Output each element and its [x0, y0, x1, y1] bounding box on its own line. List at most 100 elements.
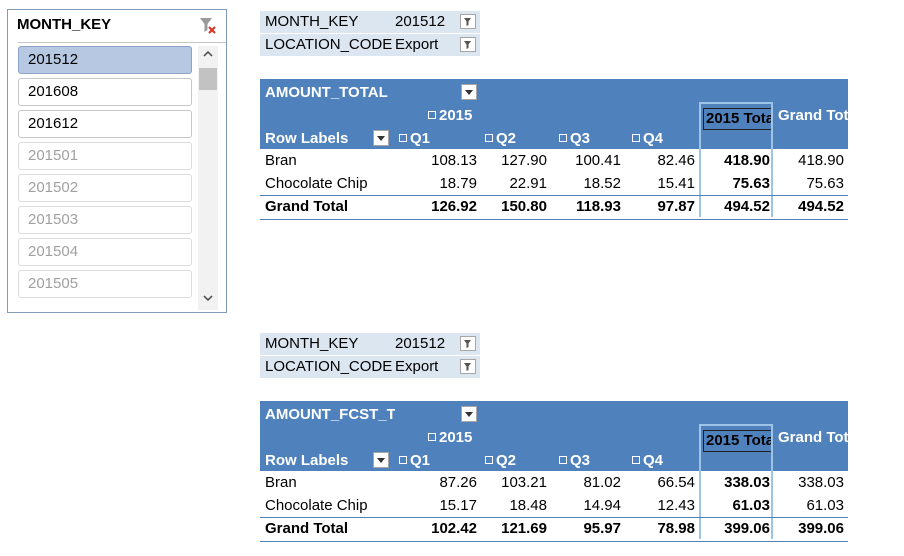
- filter-label: LOCATION_CODE: [265, 36, 393, 53]
- subtotal-header: 2015 Total: [703, 430, 771, 452]
- value-field-label: AMOUNT_TOTAL: [265, 84, 388, 101]
- cell-value: 78.98: [657, 520, 695, 537]
- cell-value: 81.02: [583, 474, 621, 491]
- expand-icon[interactable]: [559, 134, 567, 143]
- slicer-item[interactable]: 201503: [18, 206, 192, 234]
- cell-value: 100.41: [575, 152, 621, 169]
- slicer-item[interactable]: 201612: [18, 110, 192, 138]
- cell-value: 95.97: [583, 520, 621, 537]
- quarter-header[interactable]: Q3: [559, 130, 590, 147]
- expand-icon[interactable]: [632, 456, 640, 465]
- table-row[interactable]: Chocolate Chip 15.17 18.48 14.94 12.43 6…: [260, 494, 848, 517]
- subtotal-value: 338.03: [724, 474, 770, 491]
- cell-value: 82.46: [657, 152, 695, 169]
- filter-dropdown-icon[interactable]: [460, 359, 476, 374]
- expand-icon[interactable]: [399, 456, 407, 465]
- cell-value: 14.94: [583, 497, 621, 514]
- cell-value: 118.93: [575, 198, 621, 215]
- subtotal-header: 2015 Total: [703, 108, 771, 130]
- expand-icon[interactable]: [399, 134, 407, 143]
- filter-label: MONTH_KEY: [265, 335, 359, 352]
- grand-total-row[interactable]: Grand Total 126.92 150.80 118.93 97.87 4…: [260, 195, 848, 220]
- expand-icon[interactable]: [485, 456, 493, 465]
- filter-value: 201512: [395, 13, 446, 30]
- row-labels-dropdown-icon[interactable]: [373, 130, 389, 146]
- chevron-down-icon[interactable]: [198, 290, 218, 310]
- subtotal-column-outline: [699, 471, 773, 539]
- pivot-header: AMOUNT_TOTAL 2015 Row Labels Q1 Q2 Q3 Q4…: [260, 79, 848, 149]
- collapse-icon[interactable]: [428, 433, 436, 442]
- expand-icon[interactable]: [559, 456, 567, 465]
- pivot-header: AMOUNT_FCST_TOTAL 2015 Row Labels Q1 Q2 …: [260, 401, 848, 471]
- filter-value: Export: [395, 358, 439, 375]
- cell-value: 103.21: [501, 474, 547, 491]
- quarter-header[interactable]: Q2: [485, 130, 516, 147]
- slicer-item[interactable]: 201504: [18, 238, 192, 266]
- row-labels-dropdown-icon[interactable]: [373, 452, 389, 468]
- cell-value: 102.42: [431, 520, 477, 537]
- row-label: Bran: [265, 474, 297, 491]
- row-labels-header: Row Labels: [265, 130, 349, 147]
- slicer-item[interactable]: 201608: [18, 78, 192, 106]
- grand-total-header: Grand Total: [778, 429, 848, 446]
- subtotal-header-cell[interactable]: 2015 Total: [699, 424, 773, 471]
- cell-value: 22.91: [509, 175, 547, 192]
- slicer-item[interactable]: 201505: [18, 270, 192, 298]
- quarter-header[interactable]: Q1: [399, 452, 430, 469]
- slicer-item[interactable]: 201502: [18, 174, 192, 202]
- pivot-table-amount-total: AMOUNT_TOTAL 2015 Row Labels Q1 Q2 Q3 Q4…: [260, 79, 848, 220]
- row-label: Grand Total: [265, 520, 349, 537]
- value-field-dropdown-icon[interactable]: [461, 406, 477, 422]
- subtotal-column-outline: [699, 149, 773, 217]
- grand-total-value: 338.03: [798, 474, 844, 491]
- cell-value: 150.80: [501, 198, 547, 215]
- cell-value: 18.79: [439, 175, 477, 192]
- subtotal-header-cell[interactable]: 2015 Total: [699, 102, 773, 149]
- grand-total-header: Grand Total: [778, 107, 848, 124]
- row-label: Chocolate Chip: [265, 497, 368, 514]
- quarter-header[interactable]: Q3: [559, 452, 590, 469]
- value-field-dropdown-icon[interactable]: [461, 84, 477, 100]
- table-row[interactable]: Bran 108.13 127.90 100.41 82.46 418.90 4…: [260, 149, 848, 172]
- subtotal-value: 399.06: [724, 520, 770, 537]
- cell-value: 126.92: [431, 198, 477, 215]
- collapse-icon[interactable]: [428, 111, 436, 120]
- filter-dropdown-icon[interactable]: [460, 336, 476, 351]
- subtotal-value: 61.03: [732, 497, 770, 514]
- cell-value: 12.43: [657, 497, 695, 514]
- slicer-item[interactable]: 201512: [18, 46, 192, 74]
- filter-dropdown-icon[interactable]: [460, 37, 476, 52]
- grand-total-value: 61.03: [806, 497, 844, 514]
- row-label: Bran: [265, 152, 297, 169]
- table-row[interactable]: Chocolate Chip 18.79 22.91 18.52 15.41 7…: [260, 172, 848, 195]
- slicer-title: MONTH_KEY: [17, 16, 112, 33]
- cell-value: 127.90: [501, 152, 547, 169]
- slicer-scrollbar[interactable]: [198, 46, 218, 310]
- year-group-header[interactable]: 2015: [428, 429, 472, 446]
- filter-label: LOCATION_CODE: [265, 358, 393, 375]
- slicer-divider: [18, 42, 226, 43]
- filter-dropdown-icon[interactable]: [460, 14, 476, 29]
- filter-row-location-code: LOCATION_CODE Export: [260, 356, 480, 378]
- quarter-header[interactable]: Q2: [485, 452, 516, 469]
- quarter-header[interactable]: Q4: [632, 452, 663, 469]
- cell-value: 97.87: [657, 198, 695, 215]
- quarter-header[interactable]: Q4: [632, 130, 663, 147]
- year-group-header[interactable]: 2015: [428, 107, 472, 124]
- grand-total-row[interactable]: Grand Total 102.42 121.69 95.97 78.98 39…: [260, 517, 848, 542]
- chevron-up-icon[interactable]: [198, 46, 218, 66]
- subtotal-value: 494.52: [724, 198, 770, 215]
- slicer-item[interactable]: 201501: [18, 142, 192, 170]
- table-row[interactable]: Bran 87.26 103.21 81.02 66.54 338.03 338…: [260, 471, 848, 494]
- subtotal-value: 418.90: [724, 152, 770, 169]
- grand-total-value: 494.52: [798, 198, 844, 215]
- scrollbar-thumb[interactable]: [199, 68, 217, 90]
- filter-row-month-key: MONTH_KEY 201512: [260, 11, 480, 33]
- value-field-label: AMOUNT_FCST_TOTAL: [265, 406, 395, 423]
- expand-icon[interactable]: [485, 134, 493, 143]
- expand-icon[interactable]: [632, 134, 640, 143]
- filter-value: 201512: [395, 335, 446, 352]
- cell-value: 121.69: [501, 520, 547, 537]
- filter-clear-icon[interactable]: [198, 16, 218, 36]
- quarter-header[interactable]: Q1: [399, 130, 430, 147]
